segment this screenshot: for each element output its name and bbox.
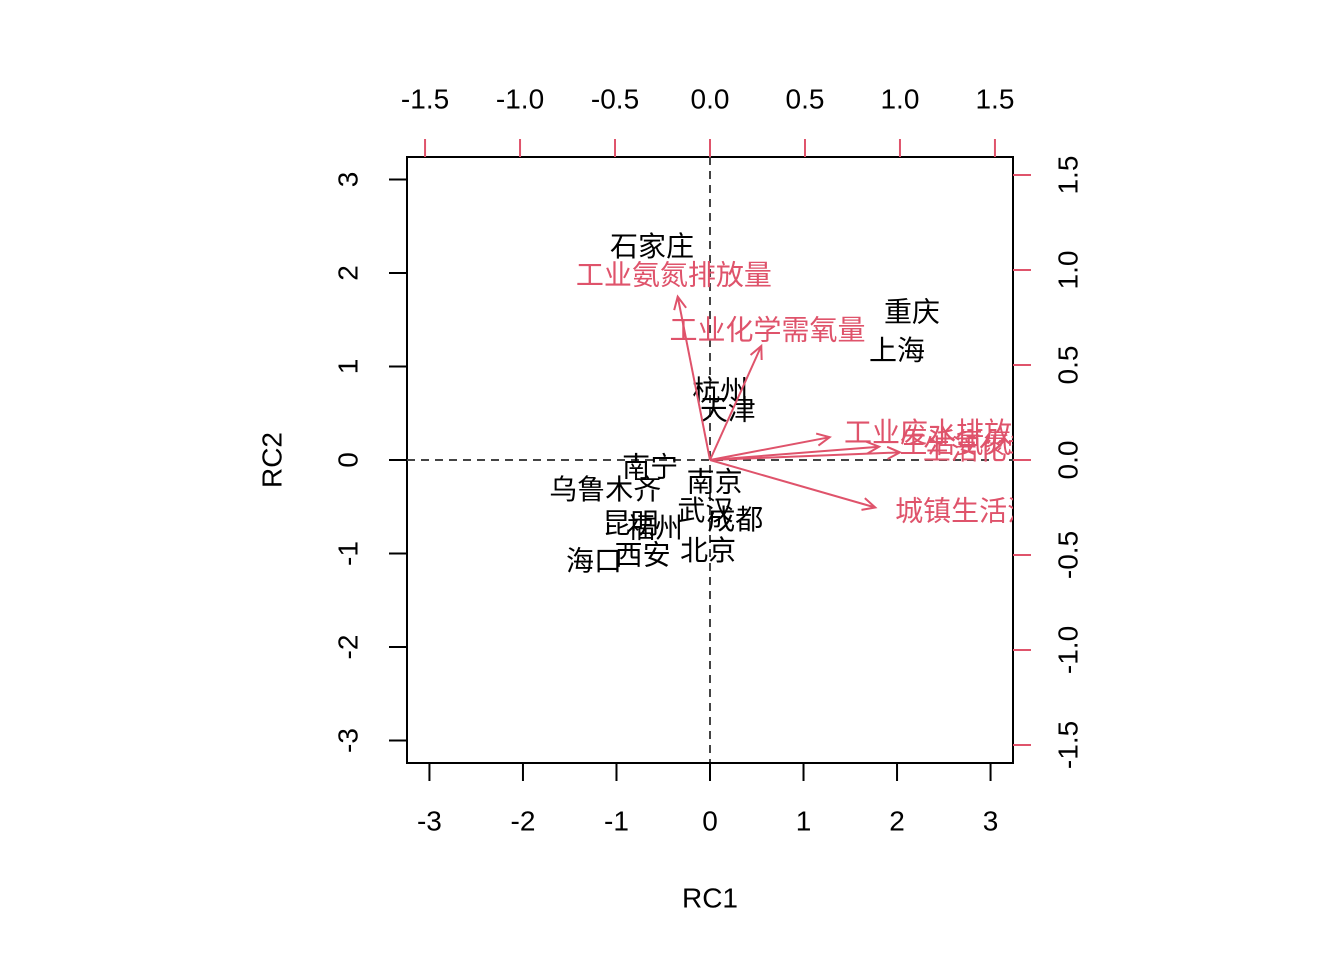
loading-label: 生活化学需氧量排放量 xyxy=(923,434,1203,465)
point-label: 上海 xyxy=(869,335,925,366)
y2-tick-label: -0.5 xyxy=(1052,531,1083,579)
y2-tick-label: -1.0 xyxy=(1052,626,1083,674)
loading-arrow xyxy=(709,345,763,461)
y-tick-label: 3 xyxy=(332,172,363,188)
y-axis-label: RC2 xyxy=(256,432,287,488)
point-label: 武汉 xyxy=(677,495,733,526)
loading-arrow xyxy=(709,459,876,509)
y2-tick-label: 1.5 xyxy=(1052,156,1083,195)
y-tick-label: 0 xyxy=(332,452,363,468)
x-tick-label: 1 xyxy=(796,805,812,836)
y2-tick-label: 0.5 xyxy=(1052,346,1083,385)
point-label: 昆明 xyxy=(603,508,659,539)
point-label: 乌鲁木齐 xyxy=(549,474,661,505)
x2-tick-label: -1.0 xyxy=(496,83,544,114)
arrow-head xyxy=(673,294,687,311)
point-label: 石家庄 xyxy=(610,231,694,262)
loading-arrow xyxy=(709,451,901,461)
point-label: 海口 xyxy=(566,545,622,576)
y-tick-label: -3 xyxy=(332,728,363,753)
x-tick-label: -2 xyxy=(511,805,536,836)
arrow-head xyxy=(861,497,878,511)
point-label: 南宁 xyxy=(622,452,678,483)
point-label: 成都 xyxy=(707,504,763,535)
x2-tick-label: 0.5 xyxy=(786,83,825,114)
x-tick-label: -3 xyxy=(417,805,442,836)
x2-tick-label: 1.0 xyxy=(880,83,919,114)
point-label: 西安 xyxy=(615,540,671,571)
loading-label: 工业化学需氧量 xyxy=(669,315,865,346)
point-label: 南京 xyxy=(687,467,743,498)
loading-arrow xyxy=(709,445,880,461)
x-axis-label: RC1 xyxy=(682,882,738,913)
y-tick-label: 1 xyxy=(332,359,363,375)
loading-label: 生活氨氮排放量 xyxy=(899,427,1095,458)
arrow-head xyxy=(865,440,882,455)
x-tick-label: -1 xyxy=(604,805,629,836)
x-tick-label: 0 xyxy=(702,805,718,836)
x-tick-label: 3 xyxy=(983,805,999,836)
arrow-head xyxy=(815,432,832,447)
arrow-head xyxy=(886,445,903,460)
point-label: 福州 xyxy=(627,513,683,544)
loading-label: 工业氨氮排放量 xyxy=(576,259,772,290)
arrow-head xyxy=(749,343,763,361)
y-tick-label: -1 xyxy=(332,541,363,566)
x2-tick-label: 0.0 xyxy=(691,83,730,114)
y2-tick-label: 1.0 xyxy=(1052,251,1083,290)
x2-tick-label: -1.5 xyxy=(401,83,449,114)
loading-label: 工业废水排放量 xyxy=(844,417,1040,448)
point-label: 重庆 xyxy=(884,297,940,328)
x2-tick-label: 1.5 xyxy=(975,83,1014,114)
loading-arrow xyxy=(709,436,830,461)
y2-tick-label: 0.0 xyxy=(1052,441,1083,480)
loading-arrow xyxy=(676,296,711,461)
y-tick-label: 2 xyxy=(332,265,363,281)
x-tick-label: 2 xyxy=(889,805,905,836)
point-label: 北京 xyxy=(680,535,736,566)
loading-label: 城镇生活污水排放量 xyxy=(895,496,1147,527)
y-tick-label: -2 xyxy=(332,635,363,660)
y2-tick-label: -1.5 xyxy=(1052,721,1083,769)
x2-tick-label: -0.5 xyxy=(591,83,639,114)
point-label: 杭州 xyxy=(692,375,748,406)
